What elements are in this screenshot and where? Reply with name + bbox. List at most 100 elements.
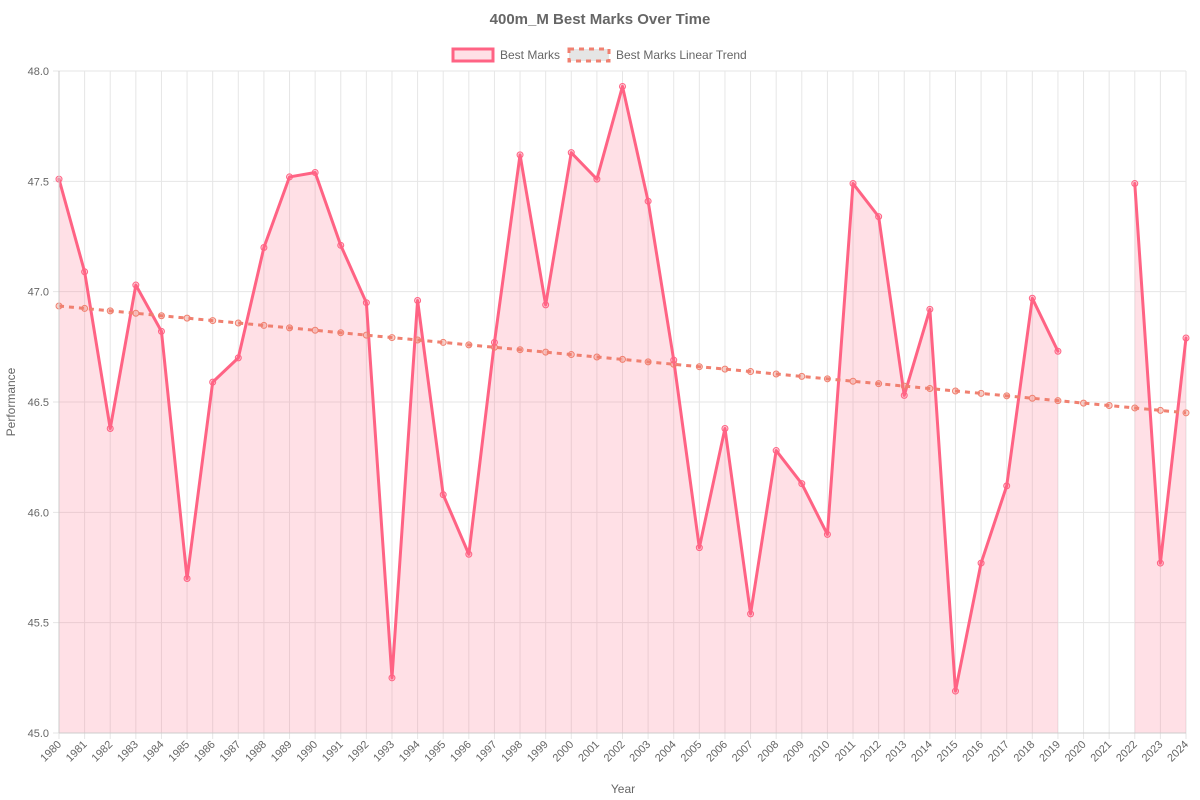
trend-point (977, 389, 985, 397)
x-tick-label: 2015 (935, 739, 961, 765)
x-tick-label: 2005 (679, 739, 705, 765)
x-tick-label: 2019 (1037, 739, 1063, 765)
trend-point (823, 375, 831, 383)
trend-point (490, 343, 498, 351)
best-marks-point (311, 169, 319, 177)
trend-point (414, 336, 422, 344)
x-tick-label: 2022 (1114, 739, 1140, 765)
trend-point (388, 334, 396, 342)
x-tick-label: 1990 (294, 739, 320, 765)
x-tick-label: 2020 (1063, 739, 1089, 765)
trend-point (1131, 404, 1139, 412)
x-tick-label: 2004 (653, 739, 679, 765)
x-tick-label: 1984 (141, 739, 167, 765)
x-tick-label: 1988 (243, 739, 269, 765)
legend-swatch-best-marks (451, 47, 495, 63)
best-marks-point (593, 175, 601, 183)
best-marks-point (132, 281, 140, 289)
x-tick-label: 1995 (423, 739, 449, 765)
x-tick-label: 2017 (986, 739, 1012, 765)
best-marks-point (644, 197, 652, 205)
trend-point (234, 319, 242, 327)
trend-point (747, 368, 755, 376)
trend-point (619, 355, 626, 363)
best-marks-point (106, 424, 114, 432)
trend-point (260, 321, 268, 329)
x-tick-label: 2006 (704, 739, 730, 765)
best-marks-point (516, 151, 524, 159)
x-tick-label: 2024 (1165, 739, 1191, 765)
x-axis-title: Year (611, 782, 635, 796)
x-tick-label: 1981 (64, 739, 90, 765)
best-marks-point (209, 378, 217, 386)
best-marks-point (1156, 559, 1164, 567)
x-tick-label: 1982 (90, 739, 116, 765)
trend-point (337, 329, 345, 337)
best-marks-point (875, 213, 883, 221)
x-tick-label: 1998 (499, 739, 525, 765)
legend-label-best-marks: Best Marks (500, 48, 560, 62)
y-tick-label: 47.5 (28, 176, 49, 188)
best-marks-point (1028, 294, 1036, 302)
best-marks-point (362, 299, 370, 307)
y-tick-label: 45.0 (28, 728, 49, 740)
trend-point (900, 382, 908, 390)
best-marks-point (414, 296, 422, 304)
x-tick-label: 2021 (1088, 739, 1114, 765)
best-marks-point (772, 447, 780, 455)
best-marks-point (900, 391, 908, 399)
x-tick-label: 2000 (551, 739, 577, 765)
trend-point (695, 363, 703, 371)
x-tick-label: 1986 (192, 739, 218, 765)
best-marks-point (849, 180, 857, 188)
best-marks-point (798, 480, 806, 488)
trend-point (1105, 402, 1113, 410)
trend-point (1182, 409, 1190, 417)
best-marks-point (81, 268, 89, 276)
best-marks-point (1054, 347, 1062, 355)
trend-point (439, 338, 447, 346)
chart-title: 400m_M Best Marks Over Time (490, 11, 711, 28)
best-marks-point (337, 241, 345, 249)
trend-point (1003, 392, 1011, 400)
y-tick-label: 46.5 (28, 397, 49, 409)
trend-point (772, 370, 780, 378)
y-axis-title: Performance (4, 367, 18, 436)
grid (53, 70, 1187, 739)
x-tick-label: 2003 (627, 739, 653, 765)
x-tick-label: 2011 (833, 739, 858, 764)
legend-swatch-trend (567, 47, 611, 63)
series-layer (55, 82, 1190, 734)
x-tick-label: 1980 (38, 739, 64, 765)
trend-point (1028, 394, 1036, 402)
x-tick-label: 2008 (756, 739, 782, 765)
x-tick-label: 1985 (166, 739, 192, 765)
best-marks-point (926, 305, 934, 313)
best-marks-point (567, 149, 575, 157)
x-tick-label: 1994 (397, 739, 423, 765)
trend-point (465, 341, 473, 349)
x-tick-label: 1991 (320, 739, 346, 765)
trend-point (362, 331, 370, 339)
best-marks-point (157, 327, 165, 335)
best-marks-point (823, 530, 831, 538)
best-marks-area (1134, 183, 1186, 734)
x-tick-label: 1992 (346, 739, 372, 765)
trend-point (567, 351, 575, 359)
legend: Best Marks Best Marks Linear Trend (451, 47, 747, 63)
best-marks-point (183, 575, 191, 583)
x-tick-label: 1989 (269, 739, 295, 765)
x-tick-label: 2009 (781, 739, 807, 765)
best-marks-line (57, 84, 1060, 693)
trend-point (593, 353, 601, 361)
best-marks-point (747, 610, 755, 618)
best-marks-point (542, 301, 550, 309)
y-tick-label: 47.0 (28, 287, 49, 299)
best-marks-point (439, 491, 447, 499)
x-tick-label: 2016 (960, 739, 986, 765)
trend-point (1156, 406, 1164, 414)
x-tick-label: 2001 (576, 739, 602, 765)
best-marks-point (1131, 180, 1139, 188)
